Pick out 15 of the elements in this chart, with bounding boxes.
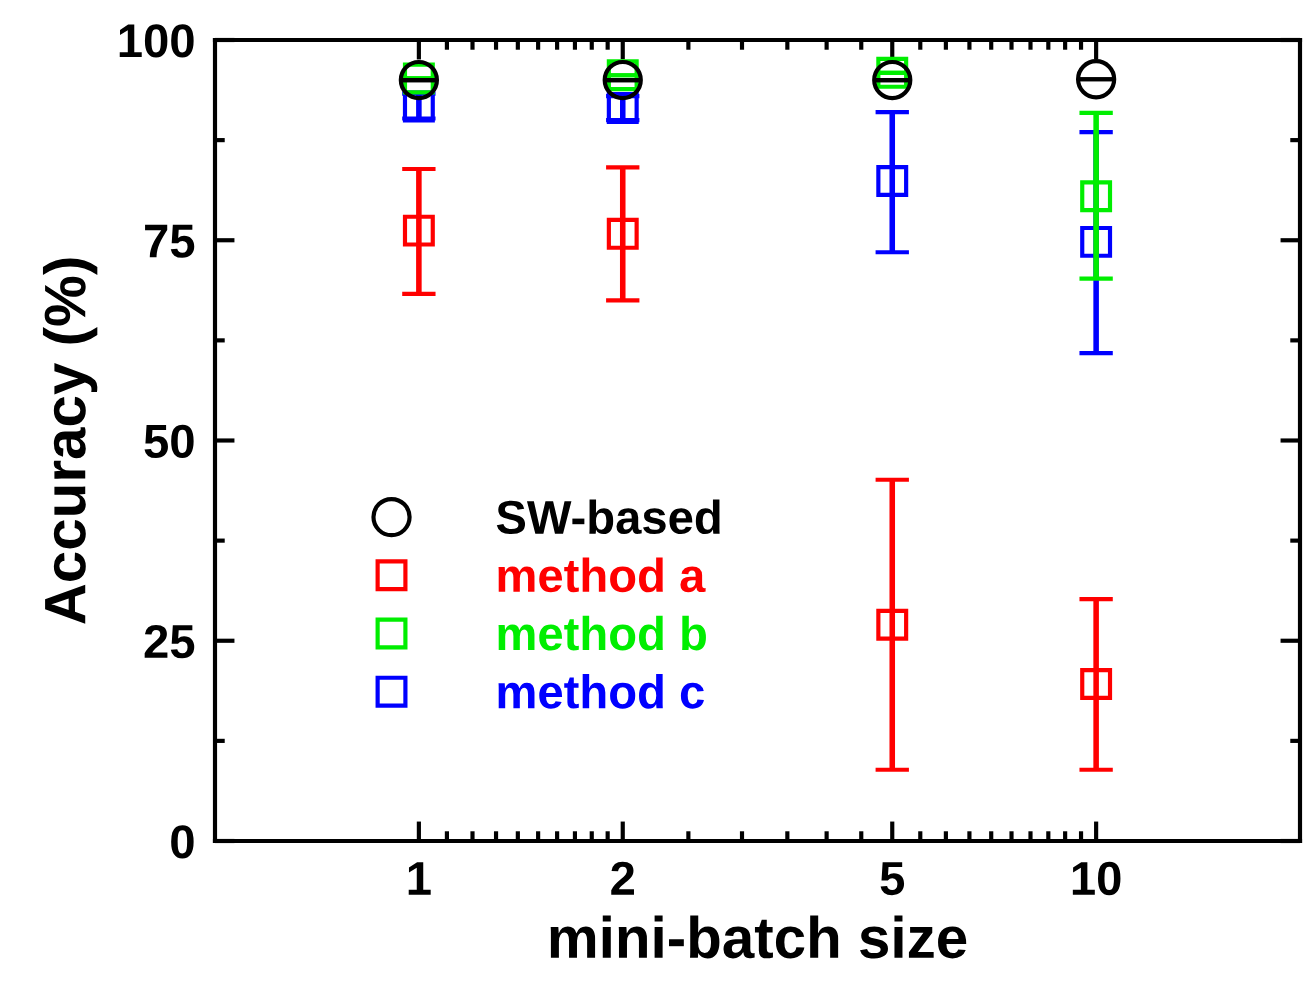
y-tick-label: 100 xyxy=(119,24,194,58)
legend-label: SW-based xyxy=(496,499,720,535)
x-tick-label: 1 xyxy=(408,862,431,895)
y-tick-label: 25 xyxy=(144,624,195,659)
legend-label: method b xyxy=(498,615,706,651)
legend-label: method a xyxy=(498,557,706,593)
x-tick-label: 10 xyxy=(1072,861,1121,896)
x-tick-label: 5 xyxy=(880,862,905,896)
x-tick-label: 2 xyxy=(611,861,634,895)
y-axis-title: Accuracy (%) xyxy=(42,258,98,624)
y-tick-label: 50 xyxy=(144,424,194,459)
x-axis-title: mini-batch size xyxy=(550,915,967,959)
legend-label: method c xyxy=(498,673,704,709)
y-tick-label: 75 xyxy=(145,224,195,258)
y-tick-label: 0 xyxy=(171,825,194,859)
